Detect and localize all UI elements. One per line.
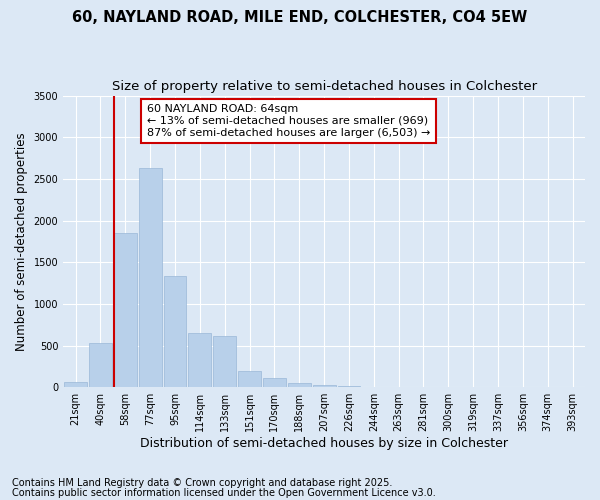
Bar	[338, 386, 361, 387]
Bar	[89, 343, 112, 387]
Text: 60 NAYLAND ROAD: 64sqm
← 13% of semi-detached houses are smaller (969)
87% of se: 60 NAYLAND ROAD: 64sqm ← 13% of semi-det…	[146, 104, 430, 138]
Bar	[114, 233, 137, 387]
Bar	[64, 382, 87, 387]
Text: Contains HM Land Registry data © Crown copyright and database right 2025.: Contains HM Land Registry data © Crown c…	[12, 478, 392, 488]
Bar	[213, 336, 236, 387]
Bar	[313, 384, 335, 387]
Bar	[164, 276, 187, 387]
Y-axis label: Number of semi-detached properties: Number of semi-detached properties	[15, 132, 28, 350]
Title: Size of property relative to semi-detached houses in Colchester: Size of property relative to semi-detach…	[112, 80, 536, 93]
Text: Contains public sector information licensed under the Open Government Licence v3: Contains public sector information licen…	[12, 488, 436, 498]
Bar	[188, 333, 211, 387]
Bar	[139, 168, 161, 387]
Text: 60, NAYLAND ROAD, MILE END, COLCHESTER, CO4 5EW: 60, NAYLAND ROAD, MILE END, COLCHESTER, …	[73, 10, 527, 25]
Bar	[288, 382, 311, 387]
Bar	[263, 378, 286, 387]
Bar	[238, 371, 261, 387]
X-axis label: Distribution of semi-detached houses by size in Colchester: Distribution of semi-detached houses by …	[140, 437, 508, 450]
